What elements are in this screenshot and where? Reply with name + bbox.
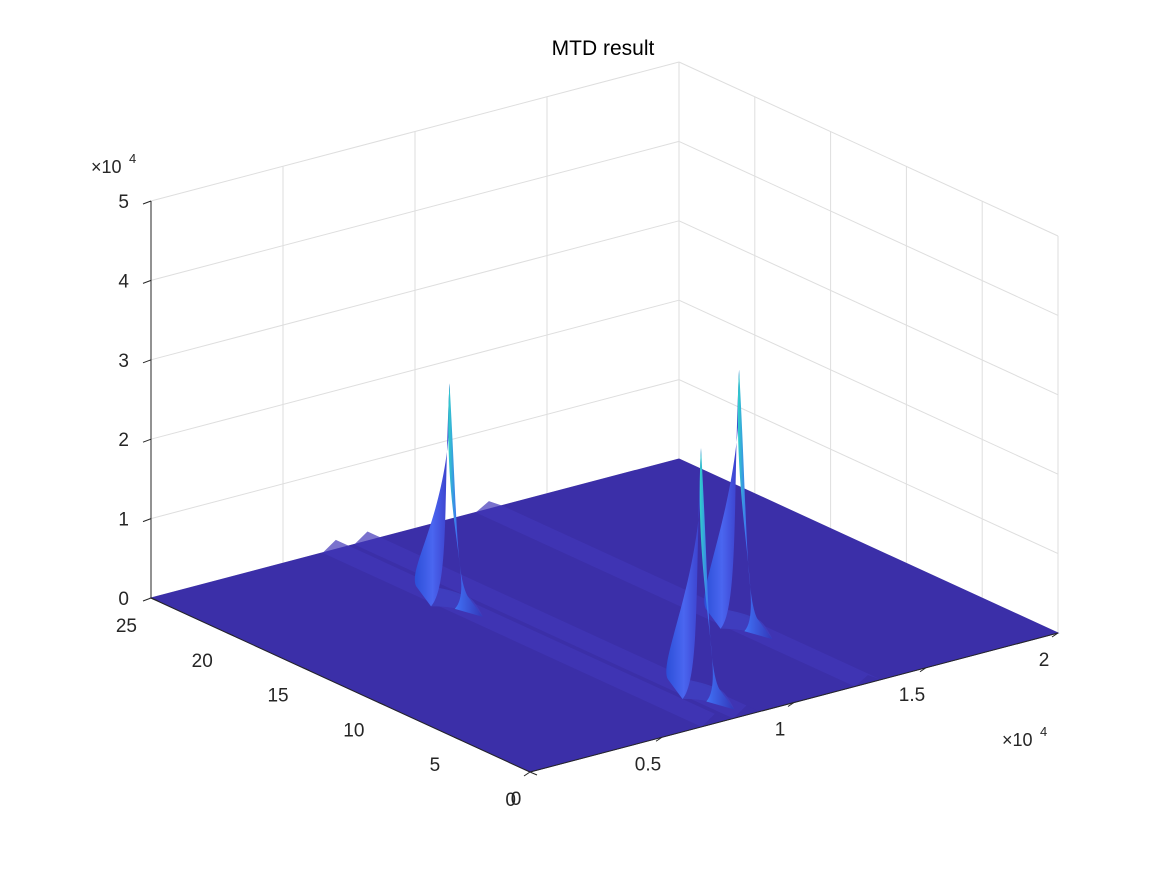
peak-back-face <box>704 369 740 629</box>
peak-front-face <box>737 369 773 640</box>
grid-line <box>678 140 1059 316</box>
y-tick-label: 0 <box>505 790 516 811</box>
z-tick-mark <box>142 359 152 364</box>
y-tick-label: 10 <box>343 720 364 741</box>
z-tick-label: 0 <box>118 589 129 610</box>
grid-line <box>678 61 1059 237</box>
grid-line <box>150 140 680 281</box>
y-tick-label: 25 <box>116 616 137 637</box>
y-tick-mark <box>150 597 159 602</box>
surface-ridge <box>354 531 760 719</box>
x-tick-label: 1 <box>775 720 786 741</box>
surface-layer <box>149 369 1060 773</box>
x-exponent-power: 4 <box>1040 724 1047 739</box>
y-tick-mark <box>302 667 310 672</box>
y-tick-label: 15 <box>267 686 288 707</box>
x-tick-mark <box>919 667 927 673</box>
x-tick-label: 0 <box>511 789 522 810</box>
y-tick-mark <box>378 701 386 706</box>
grid-line <box>150 220 680 361</box>
peak-back-face <box>666 447 702 699</box>
z-tick-label: 2 <box>118 430 129 451</box>
peak-back-face <box>414 383 451 607</box>
x-tick-mark <box>523 771 531 777</box>
chart-title: MTD result <box>552 37 655 60</box>
z-tick-mark <box>142 200 152 205</box>
x-tick-mark <box>787 702 795 707</box>
z-tick-label: 4 <box>118 271 129 292</box>
x-tick-mark <box>1051 632 1059 638</box>
x-tick-label: 0.5 <box>635 754 661 775</box>
grid-line <box>150 379 680 520</box>
grid-line <box>150 61 680 202</box>
surface-base <box>149 458 1060 773</box>
z-tick-mark <box>142 597 152 602</box>
x-exponent-label: ×10 <box>1002 730 1033 750</box>
peak-front-face <box>448 383 483 617</box>
z-tick-label: 5 <box>118 192 129 213</box>
y-tick-label: 20 <box>192 651 213 672</box>
grid-line <box>678 379 1059 555</box>
grid-line <box>150 299 680 440</box>
axes-layer <box>142 200 1059 777</box>
z-exponent-label: ×10 <box>91 157 122 177</box>
y-tick-label: 5 <box>430 755 441 776</box>
y-axis-line <box>150 597 531 773</box>
z-tick-mark <box>142 279 152 284</box>
z-tick-label: 3 <box>118 351 129 372</box>
z-tick-mark <box>142 438 152 443</box>
x-tick-label: 1.5 <box>899 685 925 706</box>
y-tick-mark <box>529 771 538 776</box>
peak-front-face <box>699 447 735 710</box>
z-exponent-power: 4 <box>129 151 136 166</box>
z-tick-label: 1 <box>118 510 129 531</box>
grid-line <box>678 299 1059 475</box>
y-tick-mark <box>226 632 234 637</box>
y-tick-mark <box>454 736 462 741</box>
z-tick-mark <box>142 518 152 523</box>
grid-line <box>678 220 1059 396</box>
surface-ridge <box>475 501 882 687</box>
x-tick-label: 2 <box>1039 650 1050 671</box>
x-tick-mark <box>655 736 663 742</box>
